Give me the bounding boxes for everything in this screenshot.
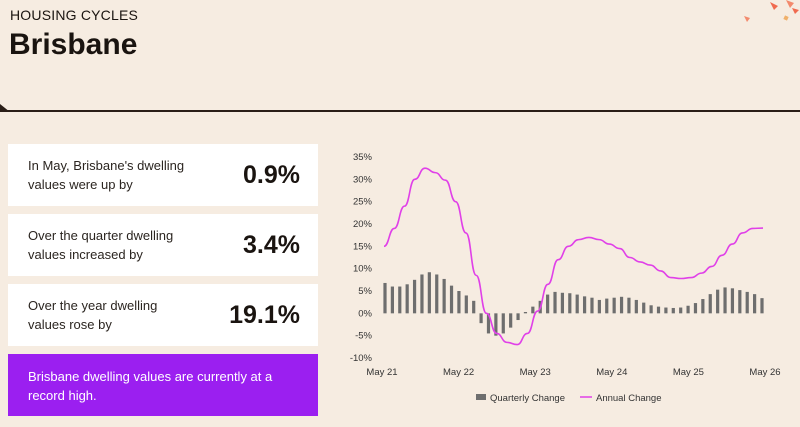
quarterly-bar: [664, 307, 668, 314]
quarterly-bar: [472, 300, 476, 314]
y-tick-label: 15%: [353, 241, 373, 252]
quarterly-bar: [723, 287, 727, 314]
quarterly-bar: [568, 293, 572, 314]
quarterly-bar: [509, 313, 513, 328]
annual-change-line: [383, 167, 764, 346]
y-tick-label: -10%: [350, 353, 373, 364]
stat-description: In May, Brisbane's dwelling values were …: [28, 158, 185, 192]
quarterly-bar: [693, 303, 698, 314]
quarterly-bar: [560, 292, 565, 314]
x-tick-label: May 23: [520, 367, 551, 378]
quarterly-bar: [398, 286, 402, 314]
legend-label-quarterly: Quarterly Change: [490, 393, 565, 404]
quarterly-bar: [523, 311, 528, 314]
quarterly-bar: [420, 274, 424, 314]
record-high-callout: Brisbane dwelling values are currently a…: [8, 354, 318, 416]
y-tick-label: 30%: [353, 174, 373, 185]
quarterly-bar: [435, 274, 439, 314]
confetti-decoration-icon: [744, 0, 799, 22]
x-tick-label: May 25: [673, 367, 704, 378]
annual-line: [383, 167, 764, 346]
y-tick-label: 35%: [353, 152, 373, 163]
callout-text: Brisbane dwelling values are currently a…: [28, 369, 273, 403]
stat-description: Over the year dwelling values rose by: [28, 298, 158, 332]
quarterly-bar: [486, 313, 491, 334]
quarterly-bar: [501, 313, 505, 334]
quarterly-bar: [597, 299, 601, 314]
quarterly-bar: [390, 286, 394, 314]
stat-value: 19.1%: [229, 300, 300, 329]
quarterly-bar: [405, 284, 409, 314]
y-tick-label: -5%: [355, 331, 372, 342]
y-tick-label: 5%: [358, 286, 372, 297]
header-divider: [0, 110, 800, 112]
chart-legend: Quarterly Change Annual Change: [476, 393, 662, 404]
quarterly-bar: [383, 282, 387, 314]
header-tick: [0, 104, 10, 112]
quarterly-bar: [494, 313, 498, 336]
x-axis: May 21 May 22 May 23 May 24 May 25 May 26: [366, 367, 780, 378]
y-tick-label: 20%: [353, 219, 373, 230]
x-tick-label: May 26: [749, 367, 780, 378]
y-tick-label: 0%: [358, 308, 372, 319]
quarterly-bar: [605, 298, 609, 314]
stat-value: 3.4%: [243, 230, 300, 259]
y-tick-label: 25%: [353, 197, 373, 208]
quarterly-bar: [531, 306, 535, 314]
quarterly-bar: [649, 305, 653, 314]
quarterly-bar: [590, 297, 594, 314]
quarterly-bar: [708, 294, 712, 314]
stat-card-quarterly: Over the quarter dwelling values increas…: [8, 214, 318, 276]
stat-value: 0.9%: [243, 160, 300, 189]
quarterly-bar: [671, 307, 675, 314]
quarterly-bar: [716, 289, 720, 314]
quarterly-bar: [679, 307, 683, 314]
quarterly-bars: [383, 272, 764, 336]
quarterly-bar: [516, 313, 520, 321]
quarterly-bar: [730, 288, 735, 314]
quarterly-bar: [553, 291, 557, 314]
y-axis: 35% 30% 25% 20% 15% 10% 5% 0% -5% -10%: [350, 152, 373, 364]
y-tick-label: 10%: [353, 264, 373, 275]
quarterly-bar: [686, 305, 690, 314]
quarterly-bar: [701, 299, 705, 314]
legend-label-annual: Annual Change: [596, 393, 662, 404]
quarterly-bar: [745, 291, 749, 314]
page-title: Brisbane: [9, 28, 138, 61]
quarterly-bar: [642, 302, 646, 314]
quarterly-bar: [612, 297, 616, 314]
quarterly-bar: [627, 297, 631, 314]
quarterly-bar: [442, 278, 446, 314]
stat-card-monthly: In May, Brisbane's dwelling values were …: [8, 144, 318, 206]
quarterly-bar: [464, 295, 468, 314]
quarterly-bar: [634, 299, 638, 314]
stat-card-annual: Over the year dwelling values rose by 19…: [8, 284, 318, 346]
quarterly-bar: [619, 296, 624, 314]
quarterly-bar: [412, 279, 417, 314]
header: HOUSING CYCLES Brisbane: [0, 0, 800, 110]
quarterly-bar: [760, 298, 764, 314]
quarterly-bar: [582, 296, 587, 314]
housing-cycle-chart: 35%30%25%20%15%10%5%0%-5%-10% May 21 May …: [350, 152, 781, 404]
section-label: HOUSING CYCLES: [10, 7, 139, 23]
x-tick-label: May 24: [596, 367, 627, 378]
quarterly-bar: [575, 294, 579, 314]
quarterly-bar: [546, 294, 550, 314]
x-tick-label: May 21: [366, 367, 397, 378]
quarterly-bar: [457, 291, 461, 314]
quarterly-bar: [753, 294, 757, 314]
x-tick-label: May 22: [443, 367, 474, 378]
stat-description: Over the quarter dwelling values increas…: [28, 228, 174, 262]
legend-swatch-quarterly: [476, 394, 486, 400]
quarterly-bar: [427, 272, 431, 314]
quarterly-bar: [738, 290, 742, 314]
quarterly-bar: [449, 285, 454, 314]
quarterly-bar: [656, 306, 661, 314]
quarterly-bar: [479, 313, 483, 324]
